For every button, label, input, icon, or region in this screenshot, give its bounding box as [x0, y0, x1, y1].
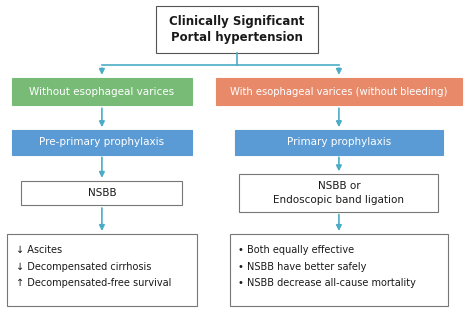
FancyBboxPatch shape [230, 234, 448, 306]
FancyBboxPatch shape [7, 234, 197, 306]
FancyBboxPatch shape [239, 174, 438, 212]
FancyBboxPatch shape [235, 130, 443, 155]
FancyBboxPatch shape [21, 181, 182, 205]
Text: NSBB: NSBB [88, 188, 116, 198]
FancyBboxPatch shape [216, 78, 462, 105]
Text: ↓ Ascites
↓ Decompensated cirrhosis
↑ Decompensated-free survival: ↓ Ascites ↓ Decompensated cirrhosis ↑ De… [16, 245, 171, 288]
Text: Primary prophylaxis: Primary prophylaxis [287, 137, 391, 147]
Text: NSBB or
Endoscopic band ligation: NSBB or Endoscopic band ligation [273, 181, 404, 205]
Text: Pre-primary prophylaxis: Pre-primary prophylaxis [39, 137, 164, 147]
FancyBboxPatch shape [156, 6, 318, 53]
Text: With esophageal varices (without bleeding): With esophageal varices (without bleedin… [230, 87, 447, 96]
FancyBboxPatch shape [12, 130, 192, 155]
FancyBboxPatch shape [12, 78, 192, 105]
Text: Without esophageal varices: Without esophageal varices [29, 87, 174, 96]
Text: Clinically Significant
Portal hypertension: Clinically Significant Portal hypertensi… [169, 15, 305, 44]
Text: • Both equally effective
• NSBB have better safely
• NSBB decrease all-cause mor: • Both equally effective • NSBB have bet… [238, 245, 416, 288]
